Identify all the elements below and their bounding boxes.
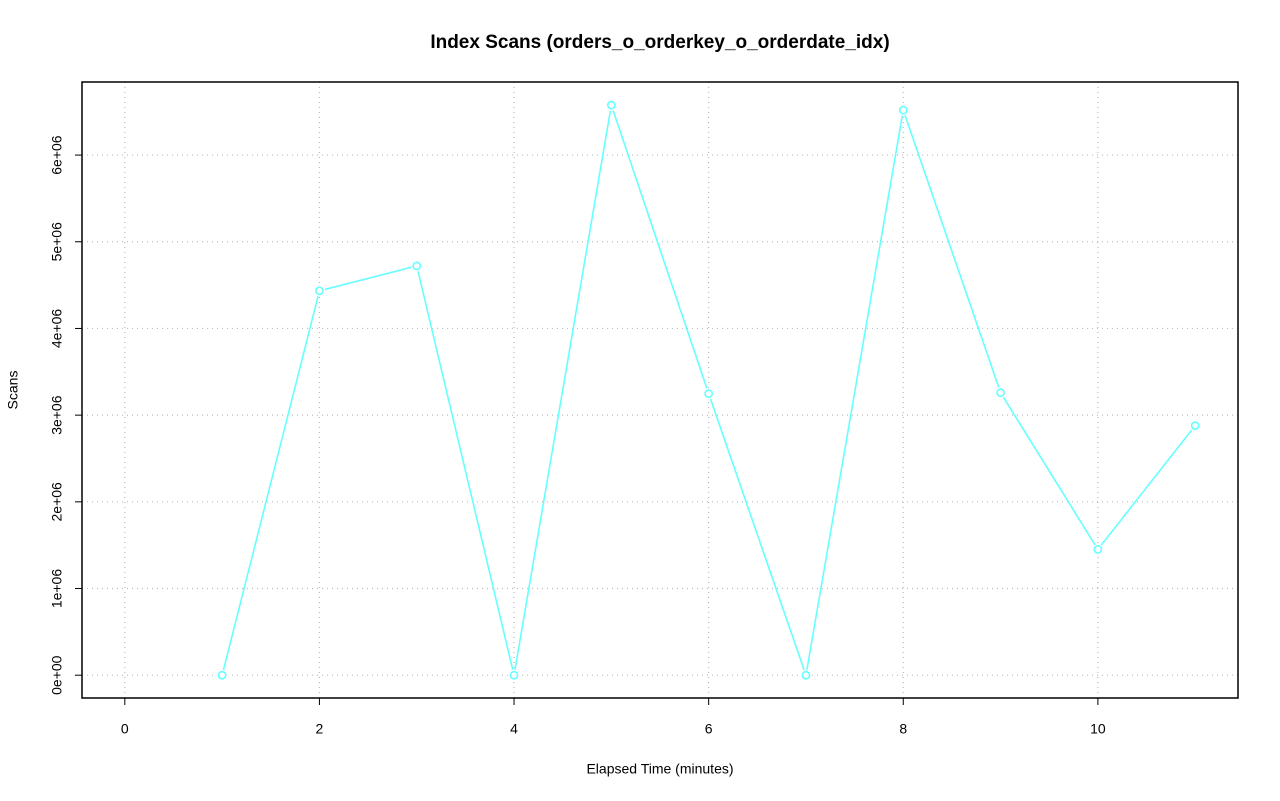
- y-tick-label: 2e+06: [49, 482, 65, 522]
- y-tick-label: 4e+06: [49, 309, 65, 349]
- y-tick-label: 0e+00: [49, 655, 65, 695]
- chart-title: Index Scans (orders_o_orderkey_o_orderda…: [430, 32, 889, 53]
- y-axis-label: Scans: [5, 371, 21, 410]
- x-axis-label: Elapsed Time (minutes): [586, 761, 733, 777]
- x-tick-label: 4: [510, 721, 518, 737]
- plot-area: [216, 99, 1201, 681]
- point: [315, 286, 324, 296]
- point: [606, 100, 616, 110]
- point: [704, 389, 714, 399]
- point: [801, 670, 811, 680]
- y-tick-label: 3e+06: [49, 395, 65, 435]
- y-tick-label: 6e+06: [49, 135, 65, 175]
- x-tick-label: 0: [121, 721, 129, 737]
- plot-border: [81, 81, 1239, 699]
- point: [509, 670, 519, 680]
- point: [898, 105, 908, 115]
- x-tick-label: 10: [1090, 721, 1106, 737]
- x-tick-label: 2: [316, 721, 324, 737]
- y-tick-label: 1e+06: [49, 569, 65, 609]
- point: [217, 670, 227, 680]
- grid: [82, 82, 1238, 698]
- y-tick-label: 5e+06: [49, 222, 65, 262]
- point: [996, 388, 1005, 398]
- point: [1093, 545, 1103, 554]
- point: [412, 261, 422, 271]
- x-tick-label: 6: [705, 721, 713, 737]
- point: [1190, 421, 1200, 431]
- x-tick-label: 8: [899, 721, 907, 737]
